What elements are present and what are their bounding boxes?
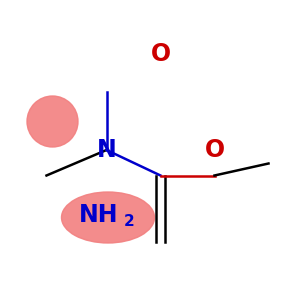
- Circle shape: [27, 96, 78, 147]
- Text: O: O: [204, 138, 225, 162]
- Text: N: N: [97, 138, 116, 162]
- Ellipse shape: [61, 192, 154, 243]
- Text: 2: 2: [124, 214, 134, 230]
- Text: NH: NH: [79, 202, 119, 226]
- Text: O: O: [150, 42, 171, 66]
